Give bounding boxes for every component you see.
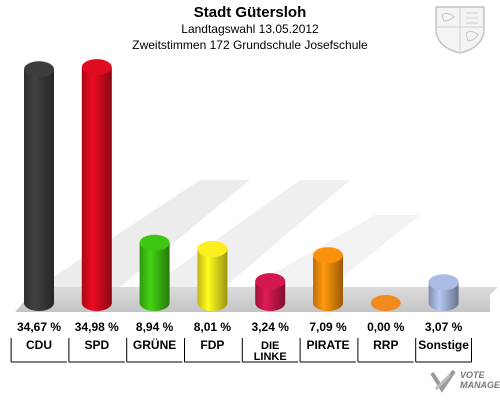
bar-rrp: [370, 295, 401, 311]
value-label: 8,01 %: [194, 320, 232, 334]
bar-die-linke: [255, 273, 286, 311]
bar-body: [139, 242, 170, 311]
district-subtitle: Zweitstimmen 172 Grundschule Josefschule: [132, 38, 368, 52]
value-label: 7,09 %: [309, 320, 347, 334]
bar-body: [255, 281, 286, 311]
category-label: Sonstige: [418, 338, 469, 352]
chart-title: Stadt Gütersloh: [193, 4, 307, 21]
bar-top: [139, 234, 170, 251]
value-label: 3,24 %: [252, 320, 290, 334]
bar-top: [24, 61, 54, 78]
election-subtitle: Landtagswahl 13.05.2012: [181, 22, 319, 36]
bar-pirate: [313, 247, 343, 311]
vote-manager-text: VOTE MANAGER: [460, 370, 500, 390]
bar-fdp: [197, 240, 228, 311]
category-label: LINKE: [254, 351, 287, 363]
value-label: 8,94 %: [136, 320, 174, 334]
bar-top: [81, 59, 112, 76]
bar-spd: [81, 59, 112, 311]
bar-top: [197, 240, 228, 257]
bar-top: [313, 247, 343, 264]
category-label: PIRATE: [306, 338, 349, 352]
value-label: 3,07 %: [425, 320, 463, 334]
bar-body: [197, 248, 228, 311]
value-label: 34,98 %: [75, 320, 119, 334]
bar-body: [81, 67, 112, 311]
bar-sonstige: [428, 274, 459, 311]
bar-body: [24, 69, 54, 311]
bar-top: [255, 273, 286, 290]
bar-body: [428, 282, 459, 311]
category-label: RRP: [373, 338, 398, 352]
bar-body: [313, 255, 343, 311]
vote-manager-logo: [430, 369, 456, 393]
category-label: DIE: [261, 340, 279, 352]
bars-group: [24, 59, 459, 311]
bar-cdu: [24, 61, 54, 311]
value-label: 0,00 %: [367, 320, 405, 334]
category-label: SPD: [84, 338, 109, 352]
category-label: GRÜNE: [133, 337, 176, 352]
category-label: CDU: [26, 338, 52, 352]
coat-of-arms-icon: [435, 6, 485, 54]
bar-top: [428, 274, 459, 291]
bar-top: [370, 295, 401, 311]
labels-group: 34,67 % CDU 34,98 % SPD 8,94 % GRÜNE 8,01 % FDP…: [10, 320, 472, 363]
category-label: FDP: [200, 338, 224, 352]
bar-grune: [139, 234, 170, 311]
value-label: 34,67 %: [17, 320, 61, 334]
